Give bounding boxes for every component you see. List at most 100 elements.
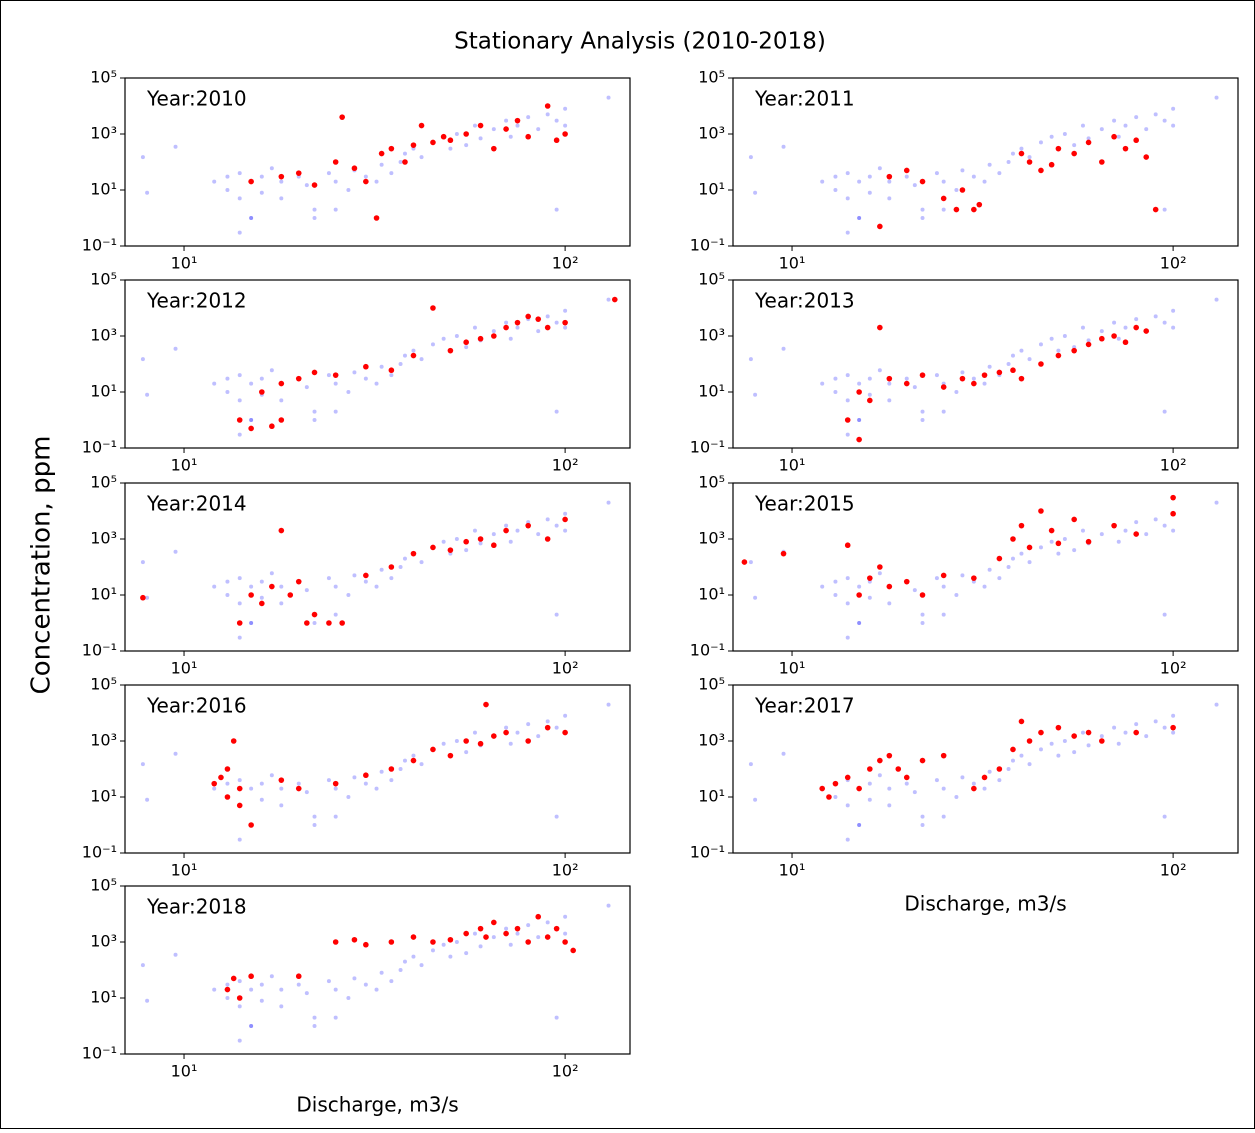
point bbox=[904, 781, 909, 786]
x-tick-label: 10¹ bbox=[779, 861, 806, 880]
point bbox=[346, 188, 351, 192]
point bbox=[753, 797, 758, 802]
point bbox=[447, 137, 454, 144]
point bbox=[920, 207, 925, 212]
point bbox=[867, 797, 872, 802]
point bbox=[987, 364, 992, 369]
x-axis-label: Discharge, m3/s bbox=[296, 1093, 458, 1117]
point bbox=[333, 584, 338, 589]
point bbox=[934, 778, 939, 783]
point bbox=[526, 115, 531, 120]
point bbox=[562, 729, 568, 736]
point bbox=[1010, 536, 1016, 542]
point bbox=[545, 719, 550, 724]
point bbox=[844, 774, 851, 781]
y-tick-label: 10⁻¹ bbox=[690, 641, 725, 660]
point bbox=[1134, 317, 1139, 322]
y-tick-label: 10¹ bbox=[90, 180, 117, 199]
point bbox=[867, 766, 873, 772]
point bbox=[249, 621, 254, 625]
subplot: 10⁻¹ 10¹ 10³ 10⁵ 10¹ 10² Year:2011 bbox=[690, 68, 1239, 273]
point bbox=[1162, 523, 1167, 528]
axes-frame bbox=[124, 279, 631, 449]
y-tick-label: 10¹ bbox=[698, 787, 725, 806]
point bbox=[912, 790, 917, 795]
point bbox=[483, 934, 489, 940]
point bbox=[278, 173, 285, 180]
point bbox=[971, 174, 976, 179]
x-tick-label: 10¹ bbox=[171, 254, 198, 273]
point bbox=[563, 528, 568, 533]
point bbox=[1018, 375, 1025, 382]
point bbox=[833, 188, 838, 192]
y-tick-label: 10¹ bbox=[698, 180, 725, 199]
point bbox=[374, 786, 379, 791]
point bbox=[857, 418, 862, 422]
point bbox=[374, 381, 379, 386]
point bbox=[1085, 538, 1092, 545]
point bbox=[212, 987, 217, 992]
point bbox=[483, 701, 489, 708]
point bbox=[563, 308, 568, 313]
point bbox=[389, 576, 394, 581]
point bbox=[464, 143, 469, 148]
point bbox=[477, 335, 484, 342]
point bbox=[514, 319, 521, 326]
point bbox=[312, 409, 317, 414]
point bbox=[333, 409, 338, 414]
x-tick-label: 10² bbox=[552, 861, 579, 880]
point bbox=[1123, 528, 1128, 533]
point bbox=[363, 772, 369, 779]
point bbox=[820, 179, 825, 184]
point bbox=[886, 173, 893, 180]
point bbox=[1049, 336, 1054, 341]
panel-annotation: Year:2012 bbox=[146, 289, 247, 313]
point bbox=[503, 729, 509, 736]
point bbox=[867, 595, 872, 600]
point bbox=[857, 381, 862, 386]
point bbox=[140, 963, 145, 968]
point bbox=[1072, 548, 1077, 553]
point bbox=[1010, 556, 1015, 561]
point bbox=[976, 201, 983, 208]
y-tick-label: 10¹ bbox=[90, 585, 117, 604]
point bbox=[753, 190, 758, 195]
point bbox=[562, 319, 568, 326]
point bbox=[525, 939, 531, 945]
point bbox=[1049, 539, 1054, 544]
point bbox=[224, 794, 231, 800]
point bbox=[430, 305, 436, 311]
y-tick-label: 10¹ bbox=[90, 988, 117, 1007]
panel-annotation: Year:2013 bbox=[754, 289, 855, 313]
point bbox=[363, 572, 369, 579]
point bbox=[1112, 118, 1117, 123]
point bbox=[544, 324, 551, 331]
point bbox=[508, 942, 513, 947]
point bbox=[833, 795, 838, 799]
point bbox=[845, 373, 850, 378]
y-tick-label: 10³ bbox=[90, 932, 117, 951]
point bbox=[954, 188, 959, 192]
point bbox=[464, 750, 469, 755]
point bbox=[919, 757, 926, 764]
point bbox=[1019, 146, 1024, 151]
point bbox=[741, 559, 748, 565]
point bbox=[279, 987, 284, 992]
y-tick-label: 10⁻¹ bbox=[82, 236, 117, 255]
point bbox=[1133, 324, 1139, 331]
point bbox=[877, 564, 883, 570]
axes-frame bbox=[124, 885, 631, 1055]
points bbox=[140, 296, 618, 437]
point bbox=[278, 527, 285, 534]
point bbox=[326, 576, 331, 581]
point bbox=[920, 216, 925, 220]
point bbox=[903, 167, 910, 174]
y-tick-label: 10⁵ bbox=[90, 876, 117, 895]
point bbox=[844, 542, 851, 549]
point bbox=[374, 179, 379, 184]
point bbox=[1006, 160, 1011, 164]
point bbox=[525, 522, 531, 529]
point bbox=[398, 767, 403, 771]
y-axis-label: Concentration, ppm bbox=[27, 436, 57, 695]
point bbox=[249, 381, 254, 386]
